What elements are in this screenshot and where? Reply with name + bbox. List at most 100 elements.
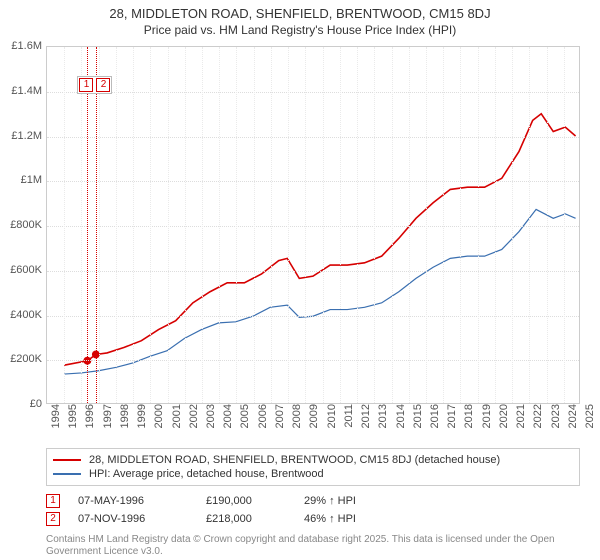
x-tick-label: 2000	[153, 404, 165, 444]
event-date: 07-MAY-1996	[78, 495, 188, 507]
event-row: 207-NOV-1996£218,00046% ↑ HPI	[46, 510, 580, 528]
event-delta: 29% ↑ HPI	[304, 495, 404, 507]
gridline-v	[340, 47, 341, 403]
gridline-v	[219, 47, 220, 403]
legend: 28, MIDDLETON ROAD, SHENFIELD, BRENTWOOD…	[46, 448, 580, 486]
gridline-h	[47, 92, 579, 93]
x-tick-label: 2023	[550, 404, 562, 444]
x-tick-label: 2010	[326, 404, 338, 444]
legend-swatch	[53, 459, 81, 461]
gridline-v	[478, 47, 479, 403]
gridline-v	[116, 47, 117, 403]
event-guideline	[96, 47, 97, 403]
gridline-v	[443, 47, 444, 403]
y-tick-label: £1.2M	[0, 130, 42, 142]
gridline-v	[288, 47, 289, 403]
y-tick-label: £1.4M	[0, 85, 42, 97]
x-tick-label: 2005	[239, 404, 251, 444]
gridline-v	[512, 47, 513, 403]
gridline-h	[47, 271, 579, 272]
y-tick-label: £0	[0, 398, 42, 410]
x-tick-label: 2022	[532, 404, 544, 444]
x-tick-label: 1996	[84, 404, 96, 444]
legend-label: 28, MIDDLETON ROAD, SHENFIELD, BRENTWOOD…	[89, 454, 500, 466]
x-tick-label: 2006	[257, 404, 269, 444]
x-tick-label: 1995	[67, 404, 79, 444]
y-tick-label: £400K	[0, 309, 42, 321]
x-tick-label: 1994	[50, 404, 62, 444]
y-tick-label: £1M	[0, 174, 42, 186]
gridline-v	[150, 47, 151, 403]
gridline-v	[426, 47, 427, 403]
chart-container: 28, MIDDLETON ROAD, SHENFIELD, BRENTWOOD…	[0, 0, 600, 560]
x-tick-label: 2008	[291, 404, 303, 444]
x-tick-label: 2011	[343, 404, 355, 444]
x-tick-label: 2021	[515, 404, 527, 444]
x-tick-label: 2020	[498, 404, 510, 444]
gridline-v	[460, 47, 461, 403]
gridline-h	[47, 360, 579, 361]
event-marker: 1	[46, 494, 60, 508]
x-tick-label: 2001	[171, 404, 183, 444]
x-tick-label: 2014	[395, 404, 407, 444]
x-tick-label: 2003	[205, 404, 217, 444]
legend-label: HPI: Average price, detached house, Bren…	[89, 468, 324, 480]
x-tick-label: 2016	[429, 404, 441, 444]
gridline-v	[64, 47, 65, 403]
gridline-v	[564, 47, 565, 403]
gridline-v	[323, 47, 324, 403]
x-tick-label: 2013	[377, 404, 389, 444]
gridline-v	[81, 47, 82, 403]
x-tick-label: 2017	[446, 404, 458, 444]
gridline-v	[185, 47, 186, 403]
x-tick-label: 2015	[412, 404, 424, 444]
gridline-v	[254, 47, 255, 403]
series-property	[64, 114, 575, 365]
gridline-v	[374, 47, 375, 403]
gridline-v	[133, 47, 134, 403]
gridline-v	[392, 47, 393, 403]
x-tick-label: 2018	[463, 404, 475, 444]
event-list: 1 07-MAY-1996 £190,000 29% ↑ HPI 2 07-NOV-199…	[46, 492, 580, 528]
gridline-v	[495, 47, 496, 403]
gridline-v	[409, 47, 410, 403]
event-marker: 2	[46, 512, 60, 526]
x-tick-label: 2019	[481, 404, 493, 444]
event-marker-1: 1	[79, 78, 93, 92]
event-row: 1 07-MAY-1996 £190,000 29% ↑ HPI	[46, 492, 580, 510]
y-tick-label: £800K	[0, 219, 42, 231]
gridline-h	[47, 316, 579, 317]
chart-title: 28, MIDDLETON ROAD, SHENFIELD, BRENTWOOD…	[0, 0, 600, 21]
event-guideline	[87, 47, 88, 403]
x-tick-label: 2012	[360, 404, 372, 444]
event-price: £218,000	[206, 513, 286, 525]
y-tick-label: £1.6M	[0, 40, 42, 52]
event-marker-2: 2	[96, 78, 110, 92]
x-tick-label: 2024	[567, 404, 579, 444]
line-layer	[47, 47, 579, 403]
gridline-v	[305, 47, 306, 403]
event-date: 07-NOV-1996	[78, 513, 188, 525]
event-markers-group: 12	[77, 76, 112, 94]
legend-item: 28, MIDDLETON ROAD, SHENFIELD, BRENTWOOD…	[53, 453, 573, 467]
gridline-h	[47, 226, 579, 227]
x-tick-label: 1999	[136, 404, 148, 444]
x-tick-label: 1997	[102, 404, 114, 444]
x-tick-label: 2025	[584, 404, 596, 444]
gridline-v	[357, 47, 358, 403]
gridline-v	[236, 47, 237, 403]
y-tick-label: £600K	[0, 264, 42, 276]
gridline-v	[168, 47, 169, 403]
event-price: £190,000	[206, 495, 286, 507]
gridline-v	[99, 47, 100, 403]
gridline-h	[47, 137, 579, 138]
x-tick-label: 2002	[188, 404, 200, 444]
gridline-v	[202, 47, 203, 403]
x-tick-label: 2009	[308, 404, 320, 444]
series-hpi	[64, 209, 575, 374]
attribution-footer: Contains HM Land Registry data © Crown c…	[46, 534, 580, 558]
x-tick-label: 2007	[274, 404, 286, 444]
gridline-h	[47, 181, 579, 182]
chart-subtitle: Price paid vs. HM Land Registry's House …	[0, 21, 600, 37]
y-tick-label: £200K	[0, 353, 42, 365]
